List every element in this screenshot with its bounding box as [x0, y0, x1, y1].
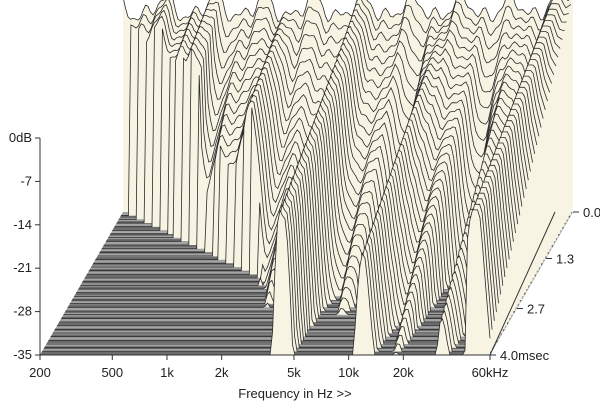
decay-slice-fill [40, 209, 490, 355]
decay-slice-line [42, 203, 493, 352]
time-axis-line [489, 211, 556, 356]
x-tick-label: 60kHz [472, 365, 509, 380]
y-tick-label: -7 [20, 173, 32, 188]
decay-surface [40, 0, 573, 356]
decay-slice-line [120, 0, 572, 217]
y-tick-label: -28 [13, 304, 32, 319]
y-axis-ticks: 0dB -7 -14 -21 -28 -35 [9, 130, 40, 362]
y-tick-label: 0dB [9, 130, 32, 145]
decay-slice-line [118, 3, 569, 220]
t-tick-label: 2.7 [527, 302, 545, 317]
t-tick-label: 4.0msec [500, 348, 550, 363]
x-tick-label: 2k [215, 365, 229, 380]
x-axis-ticks: 200 500 1k 2k 5k 10k 20k 60kHz [29, 355, 508, 380]
y-tick-label: -21 [13, 260, 32, 275]
x-tick-label: 200 [29, 365, 51, 380]
decay-slice-line [44, 198, 495, 349]
t-tick-label: 0.0 [583, 205, 600, 220]
decay-slice-fill [67, 137, 518, 308]
floor-stripe [40, 352, 492, 355]
time-axis-ticks: 0.0 1.3 2.7 4.0msec [490, 205, 600, 363]
decay-slice-line [123, 0, 570, 23]
axes [39, 138, 556, 356]
x-tick-label: 500 [101, 365, 123, 380]
y-tick-label: -14 [13, 217, 32, 232]
x-axis-title: Frequency in Hz >> [238, 386, 351, 401]
y-tick-label: -35 [13, 347, 32, 362]
decay-slice-fill [65, 143, 516, 311]
x-tick-label: 5k [287, 365, 301, 380]
x-tick-label: 10k [338, 365, 359, 380]
x-tick-label: 20k [393, 365, 414, 380]
x-tick-label: 1k [160, 365, 174, 380]
t-tick-label: 1.3 [556, 251, 574, 266]
decay-slice-fill [42, 204, 493, 352]
